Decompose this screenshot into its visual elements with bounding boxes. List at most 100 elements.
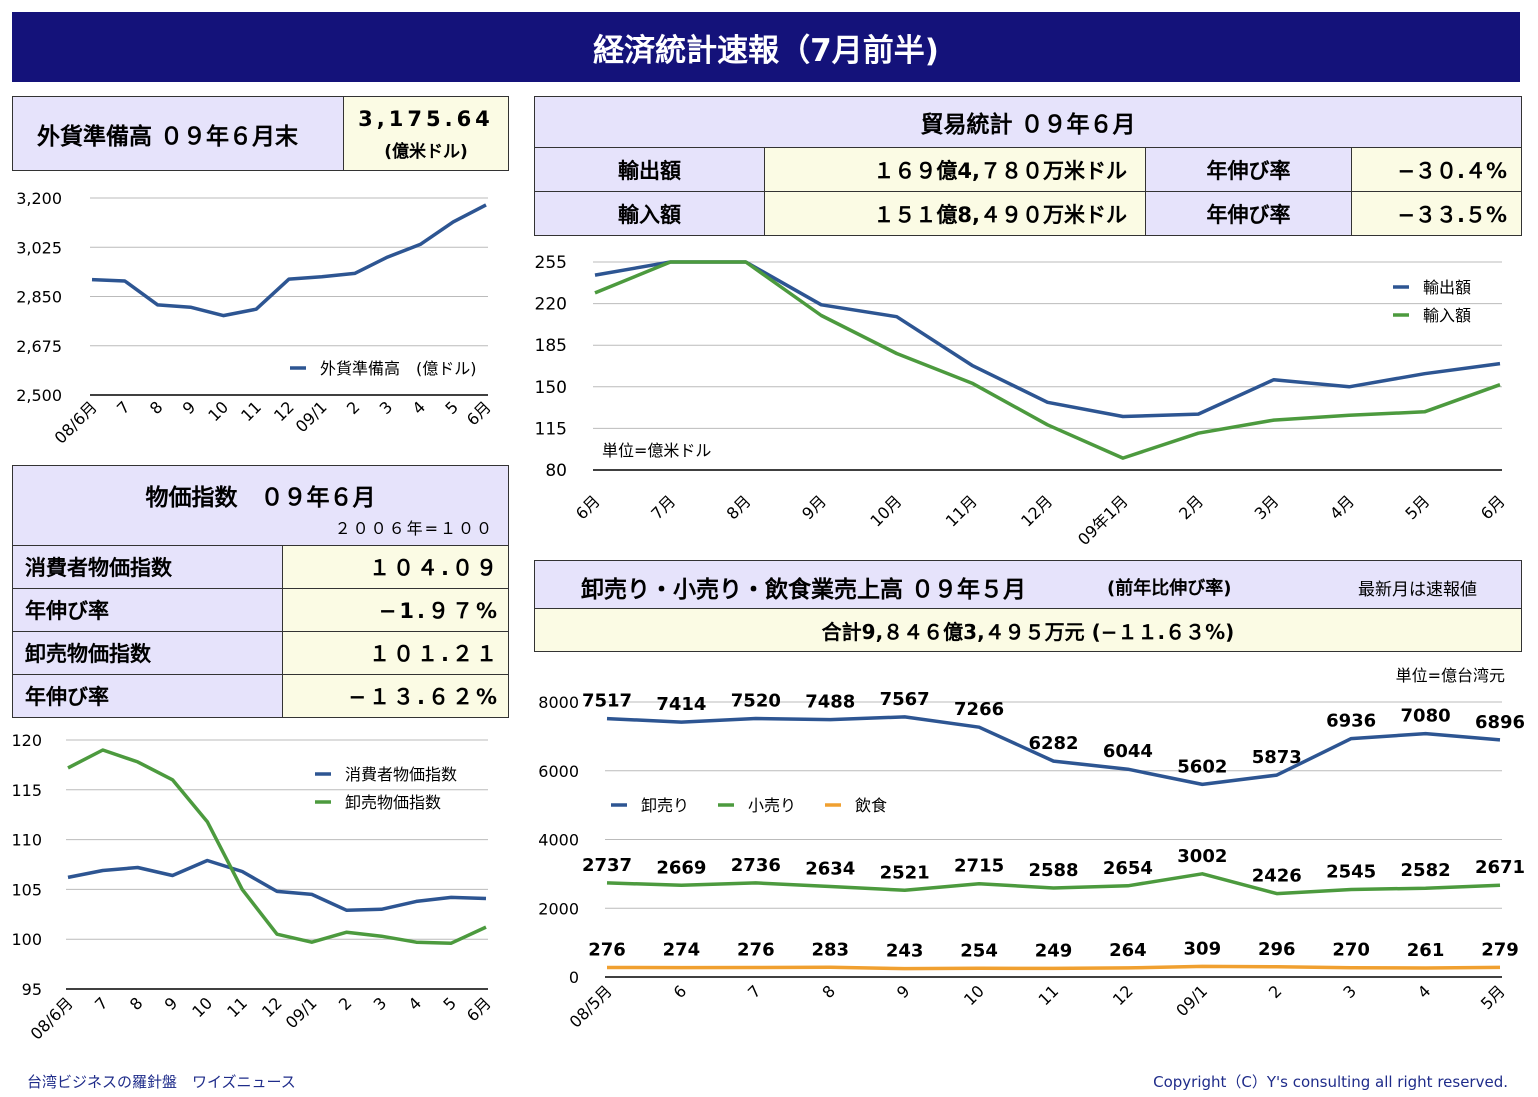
sales-data-label: 6044 (1103, 741, 1153, 762)
prices-cpi-label: 消費者物価指数 (12, 545, 283, 589)
reserves-xtick-label: 7 (113, 397, 134, 418)
sales-data-label: 2669 (656, 857, 706, 878)
sales-data-label: 2671 (1475, 857, 1525, 878)
prices-ytick-label: 105 (11, 880, 42, 899)
sales-ytick-label: 6000 (538, 762, 579, 781)
reserves-ytick-label: 3,025 (16, 238, 62, 257)
sales-data-label: 3002 (1177, 846, 1227, 867)
trade-header: 貿易統計 ０９年６月 (534, 96, 1522, 148)
reserves-xtick-label: 11 (237, 397, 265, 425)
prices-xtick-label: 7 (91, 993, 112, 1014)
sales-data-label: 274 (663, 940, 701, 961)
sales-xtick-label: 5月 (1477, 981, 1509, 1013)
sales-data-label: 7517 (582, 691, 632, 712)
reserves-unit: (億米ドル) (384, 142, 468, 162)
sales-note: 最新月は速報値 (1358, 580, 1477, 600)
trade-ytick-label: 150 (535, 378, 567, 398)
sales-data-label: 6936 (1326, 711, 1376, 732)
sales-data-label: 2521 (880, 862, 930, 883)
footer-right: Copyright（C）Y's consulting all right res… (1153, 1073, 1508, 1091)
trade-xtick-label: 8月 (723, 491, 755, 523)
sales-data-label: 261 (1407, 940, 1445, 961)
prices-ytick-label: 100 (11, 930, 42, 949)
prices-xtick-label: 3 (370, 993, 391, 1014)
prices-series-line-1 (67, 748, 487, 945)
reserves-xtick-label: 09/1 (292, 397, 331, 436)
footer-left: 台湾ビジネスの羅針盤 ワイズニュース (27, 1073, 296, 1091)
trade-xtick-label: 3月 (1251, 491, 1283, 523)
trade-xtick-label: 5月 (1401, 491, 1433, 523)
reserves-xtick-label: 4 (409, 397, 430, 418)
sales-header-box: 卸売り・小売り・飲食業売上高 ０９年５月 (前年比伸び率) 最新月は速報値 (534, 560, 1522, 609)
sales-total: 合計9,８４６億3,４９５万元 (−１１.６３%) (534, 608, 1522, 652)
trade-xtick-label: 9月 (798, 491, 830, 523)
sales-ytick-label: 0 (569, 968, 579, 987)
prices-xtick-label: 5 (439, 993, 460, 1014)
prices-xtick-label: 2 (335, 993, 356, 1014)
prices-ytick-label: 120 (11, 731, 42, 750)
trade-xtick-label: 10月 (866, 491, 905, 530)
trade-export-rate-label: 年伸び率 (1145, 147, 1352, 192)
reserves-label-text: 外貨準備高 ０９年６月末 (37, 123, 299, 150)
prices-wpi-rate-label: 年伸び率 (12, 674, 283, 718)
sales-data-label: 243 (886, 941, 924, 962)
sales-data-label: 309 (1184, 938, 1222, 959)
sales-xtick-label: 8 (818, 981, 839, 1002)
sales-data-label: 7520 (731, 691, 781, 712)
prices-base: ２００６年=１００ (334, 519, 494, 538)
prices-header: 物価指数 ０９年６月 (145, 485, 376, 511)
sales-unit: 単位=億台湾元 (1395, 666, 1505, 685)
prices-cpi-rate: −1.９７% (282, 588, 509, 632)
sales-data-label: 296 (1258, 939, 1296, 960)
sales-data-label: 2588 (1028, 860, 1078, 881)
prices-wpi-label: 卸売物価指数 (12, 631, 283, 675)
sales-legend-label: 卸売り (641, 796, 689, 815)
prices-wpi-rate: −１３.６２% (282, 674, 509, 718)
sales-data-label: 7414 (656, 694, 706, 715)
sales-legend-label: 小売り (748, 796, 796, 815)
prices-xtick-label: 8 (126, 993, 147, 1014)
reserves-ytick-label: 2,675 (16, 337, 62, 356)
reserves-value: 3,175.64 (358, 107, 494, 131)
prices-cpi-value: １０４.０９ (282, 545, 509, 589)
prices-xtick-label: 12 (258, 993, 286, 1021)
sales-ytick-label: 2000 (538, 899, 579, 918)
sales-data-label: 2545 (1326, 862, 1376, 883)
trade-ytick-label: 255 (535, 253, 567, 273)
trade-ytick-label: 80 (545, 461, 567, 481)
sales-data-label: 249 (1035, 940, 1073, 961)
trade-export-rate: −３０.４% (1351, 147, 1522, 192)
reserves-ytick-label: 2,850 (16, 288, 62, 307)
page-title: 経済統計速報（7月前半) (12, 12, 1520, 82)
sales-data-label: 264 (1109, 940, 1147, 961)
trade-export-value: １６９億4,７８０万米ドル (764, 147, 1146, 192)
trade-legend-label: 輸出額 (1423, 278, 1471, 297)
sales-xtick-label: 09/1 (1172, 981, 1211, 1020)
trade-ytick-label: 185 (535, 336, 567, 356)
trade-import-label: 輸入額 (534, 191, 765, 236)
sales-header-sub: (前年比伸び率) (1107, 578, 1232, 599)
trade-xtick-label: 4月 (1326, 491, 1358, 523)
reserves-xtick-label: 3 (376, 397, 397, 418)
sales-data-label: 7488 (805, 692, 855, 713)
sales-data-label: 5873 (1252, 747, 1302, 768)
trade-xtick-label: 7月 (647, 491, 679, 523)
trade-xtick-label: 12月 (1017, 491, 1056, 530)
prices-xtick-label: 11 (223, 993, 251, 1021)
reserves-xtick-label: 6月 (463, 397, 495, 429)
trade-import-rate: −３３.５% (1351, 191, 1522, 236)
sales-data-label: 2737 (582, 855, 632, 876)
sales-data-label: 270 (1332, 940, 1370, 961)
trade-xtick-label: 2月 (1175, 491, 1207, 523)
reserves-label: 外貨準備高 ０９年６月末 (12, 96, 344, 171)
prices-wpi-value: １０１.２１ (282, 631, 509, 675)
sales-xtick-label: 3 (1339, 981, 1360, 1002)
sales-xtick-label: 9 (893, 981, 914, 1002)
reserves-series-line-0 (91, 203, 487, 318)
reserves-xtick-label: 8 (146, 397, 167, 418)
sales-xtick-label: 6 (670, 981, 691, 1002)
sales-data-label: 2426 (1252, 866, 1302, 887)
sales-data-label: 254 (960, 940, 998, 961)
sales-data-label: 6282 (1028, 733, 1078, 754)
sales-xtick-label: 10 (960, 981, 988, 1009)
